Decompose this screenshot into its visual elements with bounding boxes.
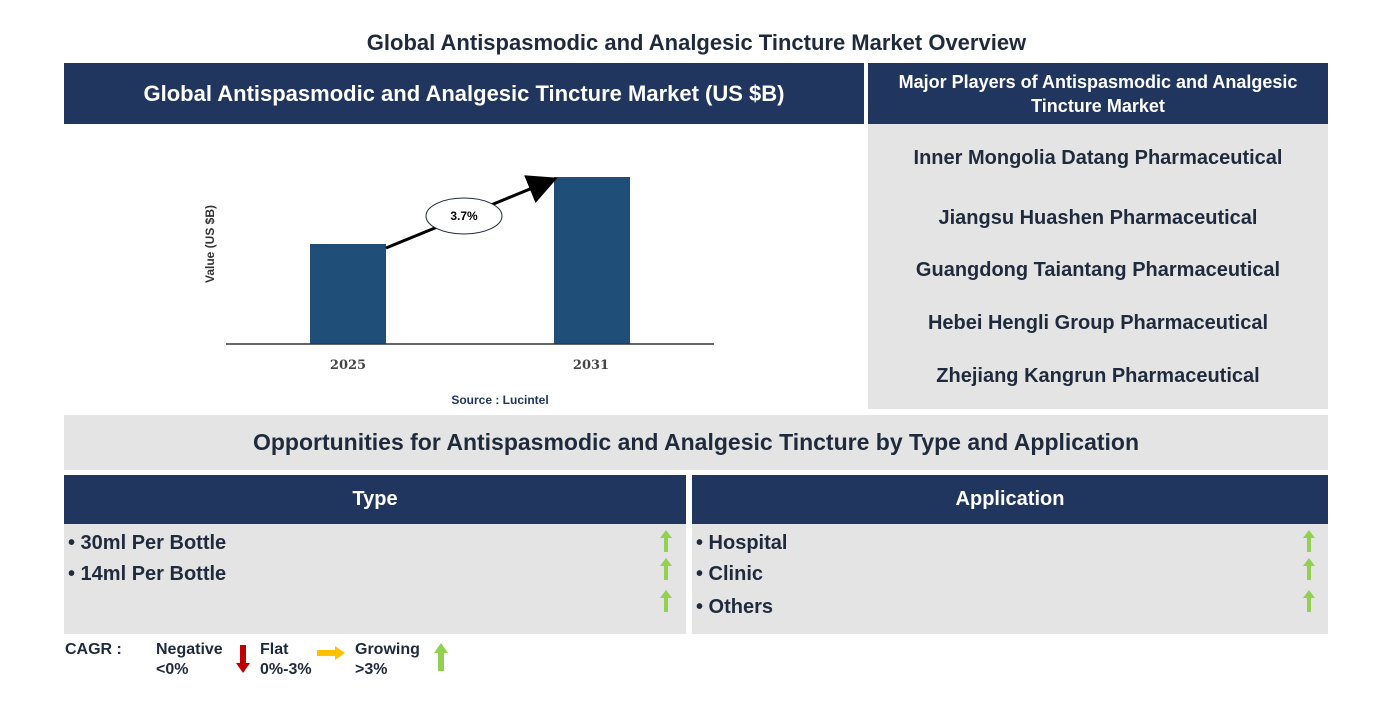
legend-growing-range: >3% [355,661,388,678]
growing-arrow-icon [660,590,672,612]
application-item: • Hospital [696,532,788,554]
cagr-value: 3.7% [450,209,478,223]
x-tick-2025: 2025 [330,358,366,373]
player-item: Zhejiang Kangrun Pharmaceutical [936,365,1260,387]
flat-arrow-icon [317,646,345,660]
chart-header: Global Antispasmodic and Analgesic Tinct… [64,63,864,124]
legend-label: CAGR : [65,641,122,658]
legend-negative-title: Negative [156,641,223,658]
legend-flat: Flat 0%-3% [260,640,312,680]
growing-arrow-icon [434,643,448,671]
legend-growing: Growing >3% [355,640,420,680]
players-list: Inner Mongolia Datang Pharmaceutical Jia… [868,124,1328,409]
type-list: • 30ml Per Bottle • 14ml Per Bottle [64,524,686,634]
type-item: • 14ml Per Bottle [68,563,227,585]
type-header: Type [64,475,686,524]
bar-2025 [310,244,386,344]
growing-arrow-icon [1303,590,1315,612]
players-header: Major Players of Antispasmodic and Analg… [868,63,1328,124]
player-item: Hebei Hengli Group Pharmaceutical [927,312,1269,334]
growing-arrow-icon [1303,558,1315,580]
opportunities-header: Opportunities for Antispasmodic and Anal… [64,415,1328,470]
legend-negative-range: <0% [156,661,189,678]
market-chart: Value (US $B) 3.7% 2025 2031 Source : Lu… [64,124,864,409]
negative-arrow-icon [236,645,250,673]
legend-flat-title: Flat [260,641,289,658]
legend-flat-range: 0%-3% [260,661,312,678]
chart-source: Source : Lucintel [451,393,548,407]
cagr-bubble [425,197,503,235]
application-item: • Clinic [696,563,764,585]
bar-2031 [554,177,630,344]
bar-chart-svg: Value (US $B) 3.7% 2025 2031 Source : Lu… [203,175,714,407]
player-item: Guangdong Taiantang Pharmaceutical [915,259,1281,281]
y-axis-label: Value (US $B) [203,205,217,283]
application-item: • Others [696,596,774,618]
growing-arrow-icon [660,558,672,580]
application-header: Application [692,475,1328,524]
growing-arrow-icon [1303,530,1315,552]
player-item: Jiangsu Huashen Pharmaceutical [938,207,1258,229]
x-tick-2031: 2031 [573,358,609,373]
player-item: Inner Mongolia Datang Pharmaceutical [913,147,1283,169]
page-title: Global Antispasmodic and Analgesic Tinct… [366,30,1027,55]
type-item: • 30ml Per Bottle [68,532,227,554]
legend-growing-title: Growing [355,641,420,658]
application-list: • Hospital • Clinic • Others [692,524,1328,634]
growing-arrow-icon [660,530,672,552]
legend-negative: Negative <0% [156,640,223,680]
